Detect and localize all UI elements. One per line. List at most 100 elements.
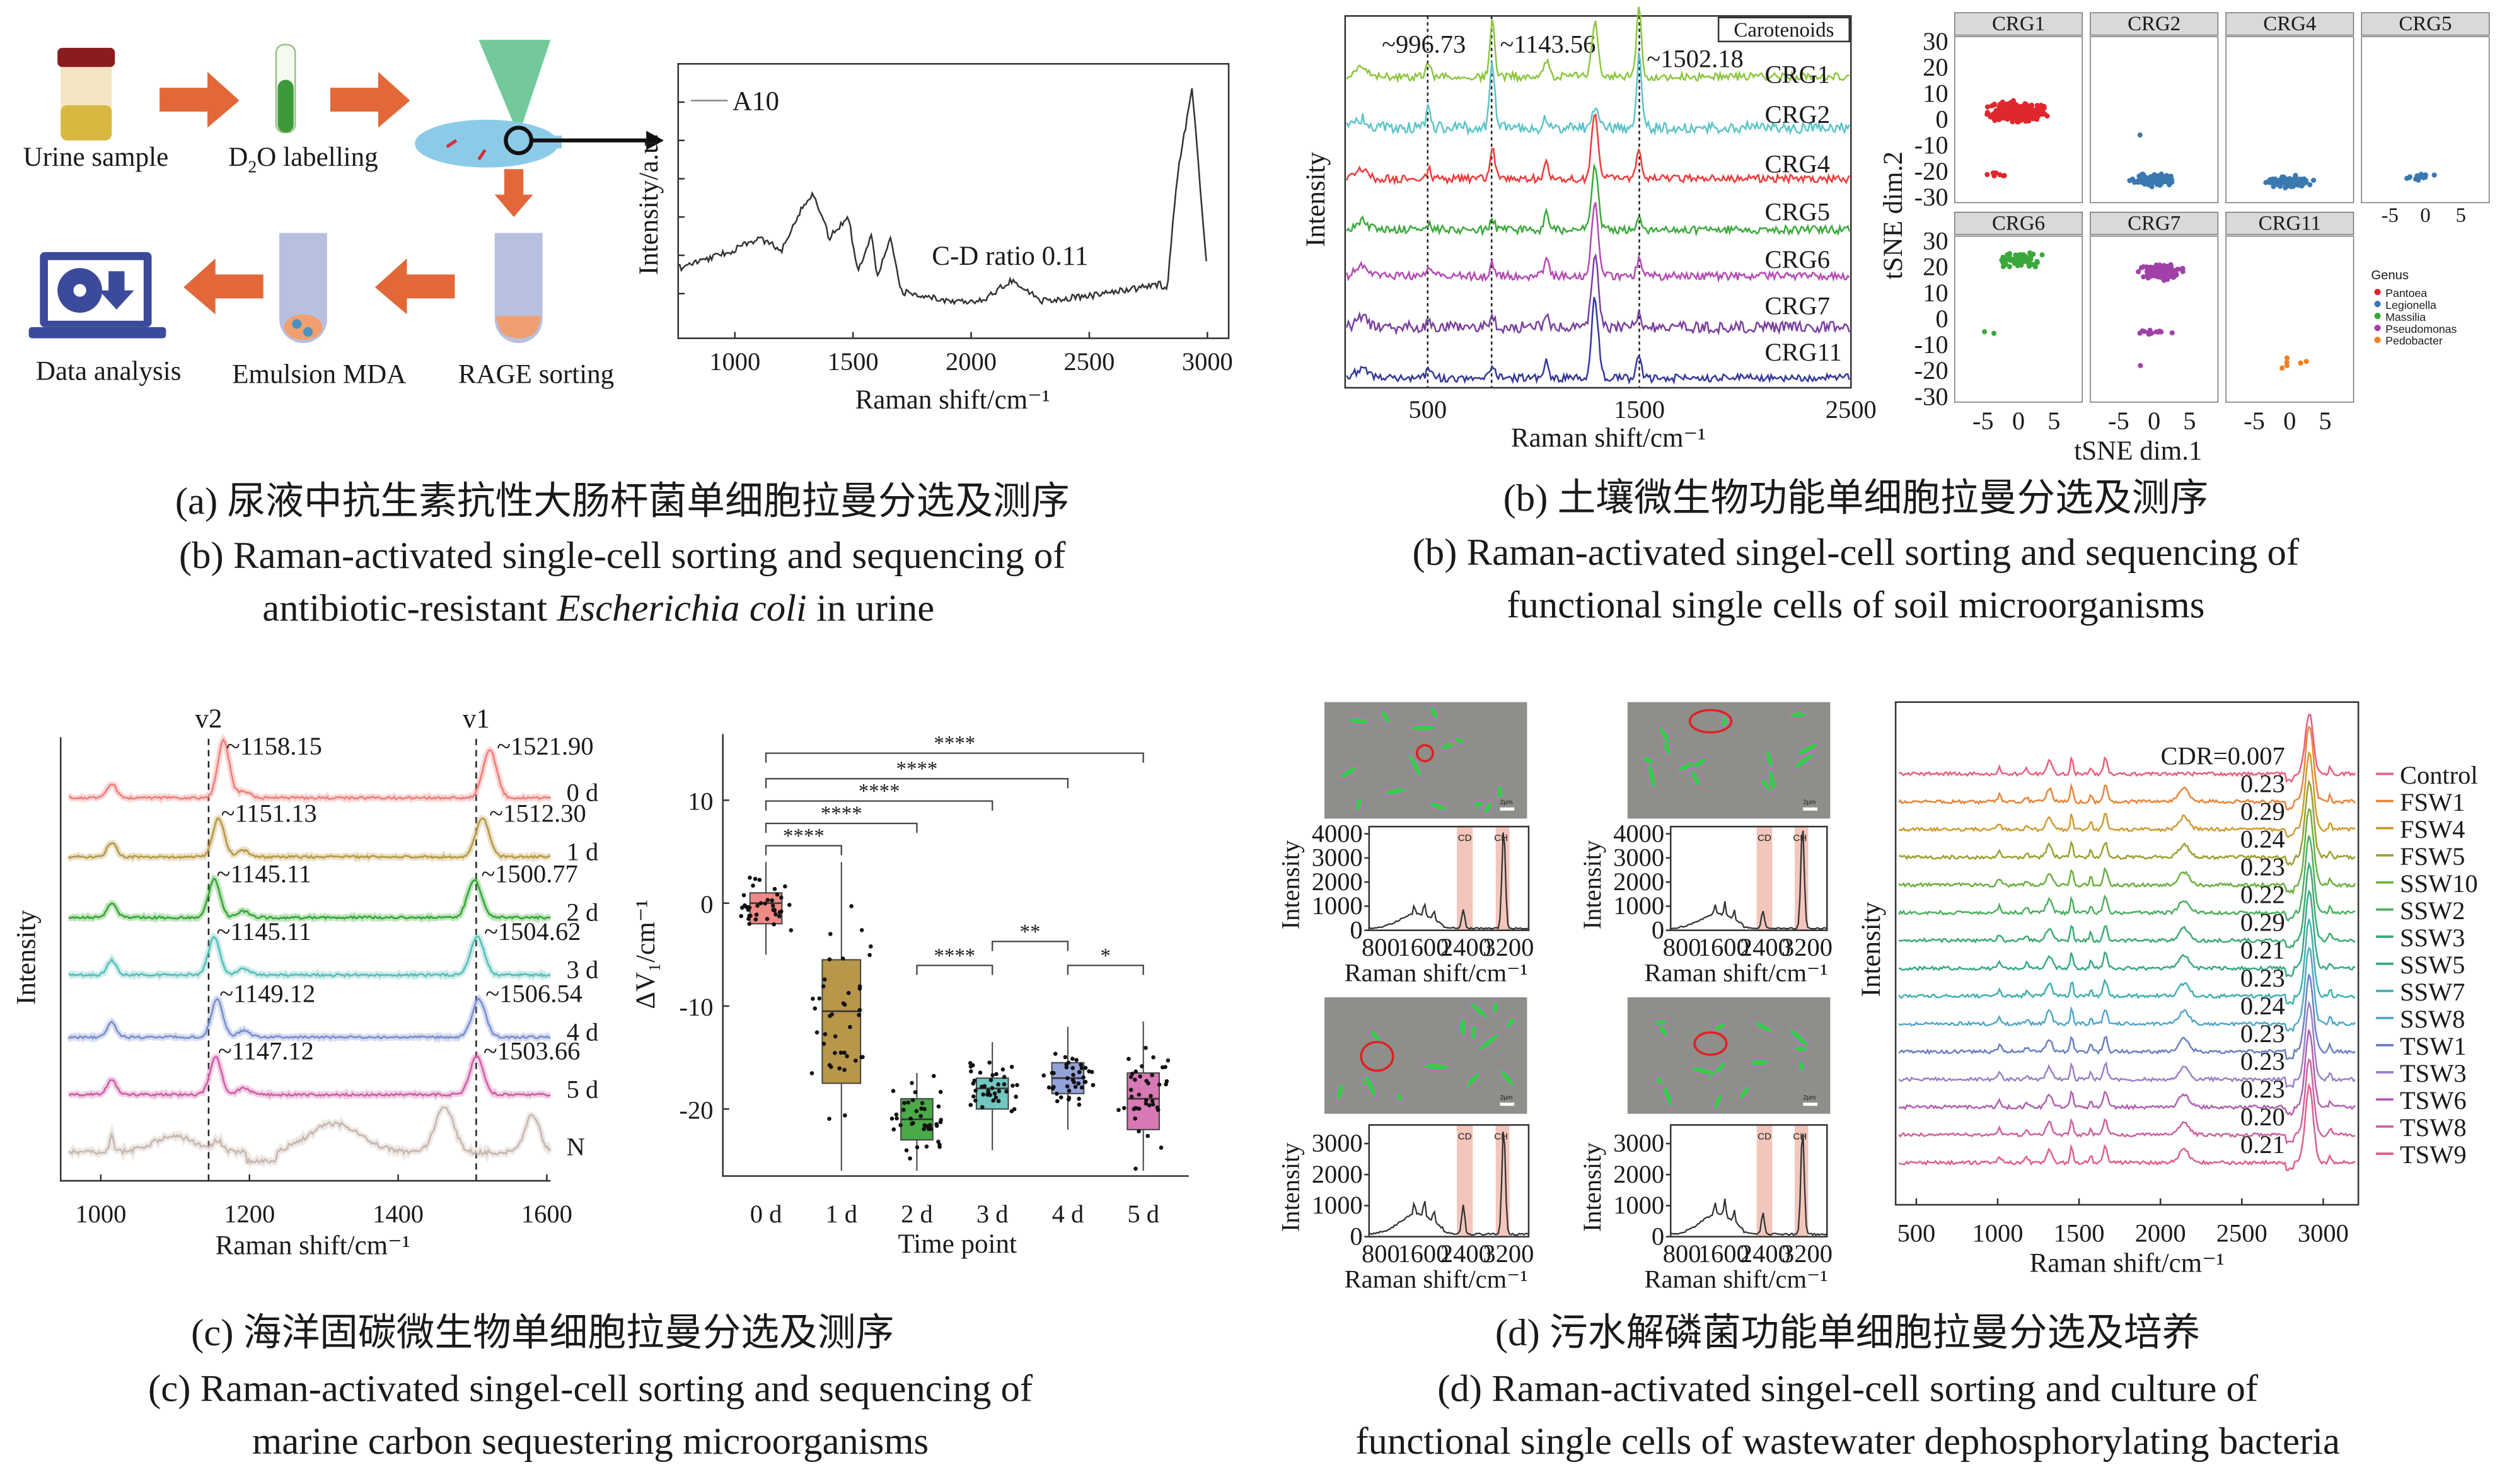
jitter-point — [1140, 1064, 1144, 1069]
scatter-point — [2149, 184, 2155, 190]
y-axis-label: Intensity — [1578, 840, 1606, 929]
cell-blob — [1712, 1022, 1727, 1032]
jitter-point — [1055, 1091, 1059, 1096]
axis-lines — [722, 734, 1189, 1177]
cdr-label: 0.29 — [2240, 797, 2285, 826]
micrograph-image: 2μm — [1324, 702, 1527, 819]
cell-blob — [1797, 1059, 1806, 1073]
scatter-point — [1990, 170, 1996, 176]
scatter-point — [2169, 330, 2175, 336]
cell-blob — [1477, 1032, 1500, 1052]
jitter-point — [777, 914, 782, 919]
cell-blob — [1655, 1075, 1664, 1086]
scatter-point — [2146, 330, 2152, 335]
jitter-point — [1160, 1065, 1165, 1070]
jitter-point — [1073, 1084, 1078, 1089]
y-tick-label: -30 — [1914, 382, 1949, 410]
cell-blob — [1469, 1023, 1478, 1041]
jitter-point — [991, 1098, 996, 1103]
scatter-point — [2003, 110, 2008, 115]
jitter-point — [857, 1007, 862, 1012]
jitter-point — [914, 1109, 919, 1113]
jitter-point — [1011, 1083, 1015, 1088]
jitter-point — [918, 1114, 923, 1118]
x-tick-label: 1600 — [1698, 1239, 1749, 1268]
cell-blob — [1335, 1082, 1345, 1103]
jitter-point — [902, 1101, 906, 1105]
scatter-point — [2029, 102, 2035, 108]
y-tick-label: -30 — [1914, 183, 1949, 211]
scatter-point — [2155, 267, 2161, 272]
significance-label: * — [1101, 944, 1111, 967]
y-tick-label: 10 — [1923, 279, 1948, 307]
series-line-ssw3 — [1898, 861, 2356, 949]
series-line-crg1 — [1346, 6, 1850, 84]
ch-band — [1794, 826, 1809, 930]
series-line-3d — [68, 936, 551, 978]
facet-panel — [2225, 36, 2354, 204]
jitter-point — [1081, 1075, 1086, 1080]
significance-bracket — [992, 941, 1069, 951]
legend-label: FSW4 — [2400, 815, 2465, 843]
jitter-point — [982, 1084, 987, 1089]
scatter-point — [2160, 268, 2165, 274]
scatter-point — [1982, 329, 1988, 335]
legend-label: Massilia — [2385, 311, 2426, 323]
peak-annotation-v2: ~1145.11 — [217, 860, 311, 888]
y-tick-label: -10 — [680, 993, 714, 1021]
significance-label: **** — [859, 780, 900, 803]
y-tick-label: 0 — [1350, 1222, 1362, 1250]
jitter-point — [889, 1116, 895, 1121]
series-label: 0 d — [567, 779, 599, 807]
significance-label: **** — [783, 825, 825, 847]
facet-crg5: CRG5 -5 0 5 — [2361, 12, 2490, 227]
y-tick-label: 10 — [1923, 79, 1948, 107]
series-line-crg7 — [1346, 253, 1850, 336]
jitter-point — [1083, 1065, 1088, 1070]
scatter-point — [1984, 112, 1990, 117]
scatter-point — [2044, 113, 2050, 119]
scale-bar — [1500, 1103, 1515, 1106]
y-tick-label: 3000 — [1613, 1129, 1664, 1157]
rage-tube-icon — [494, 233, 543, 344]
scatter-point — [1984, 104, 1990, 110]
x-tick-label: 5 — [2047, 407, 2060, 435]
x-tick-label: 1000 — [709, 347, 760, 376]
jitter-point — [971, 1063, 975, 1068]
cell-blob — [1428, 704, 1440, 721]
caption-a-cn: (a) 尿液中抗生素抗性大肠杆菌单细胞拉曼分选及测序 — [175, 480, 1070, 523]
series-label: 2 d — [567, 898, 599, 926]
series-line-5d — [68, 1055, 551, 1098]
jitter-point — [993, 1095, 999, 1100]
scatter-point — [2157, 176, 2163, 182]
scatter-point — [1991, 102, 1997, 108]
cell-blob — [1458, 1016, 1468, 1038]
jitter-point — [740, 905, 744, 910]
facet-strip — [2361, 12, 2490, 36]
chart-b-spectra: 500 1500 2500 Raman shift/cm⁻¹ Intensity Caro… — [1301, 6, 1877, 453]
jitter-point — [990, 1086, 995, 1091]
ch-band-label: CH — [1793, 1131, 1807, 1142]
jitter-point — [842, 1002, 847, 1007]
annotation-cd-ratio: C-D ratio 0.11 — [932, 241, 1088, 271]
cell-blob — [1407, 753, 1423, 779]
x-tick-label: 1000 — [1972, 1219, 2024, 1247]
caption-a-en-2-post: in urine — [807, 588, 934, 630]
cell-blob — [1422, 1062, 1452, 1071]
x-tick-label: 0 — [2012, 407, 2025, 435]
jitter-point — [771, 907, 775, 912]
x-tick-label: 3 d — [976, 1200, 1009, 1228]
jitter-point — [913, 1090, 918, 1094]
jitter-point — [924, 1144, 929, 1149]
urine-jar-icon — [57, 47, 115, 141]
scatter-point — [2283, 185, 2288, 190]
caption-a-en-2-pre: antibiotic-resistant — [262, 588, 557, 630]
cdr-label: CDR=0.007 — [2161, 741, 2285, 770]
micrograph-image: 2μm — [1324, 997, 1527, 1114]
legend-label: Legionella — [2385, 299, 2436, 311]
legend-label: FSW5 — [2400, 842, 2465, 871]
series-line-n — [68, 1106, 552, 1164]
significance-label: **** — [934, 733, 975, 755]
series-line-crg4 — [1346, 113, 1850, 186]
